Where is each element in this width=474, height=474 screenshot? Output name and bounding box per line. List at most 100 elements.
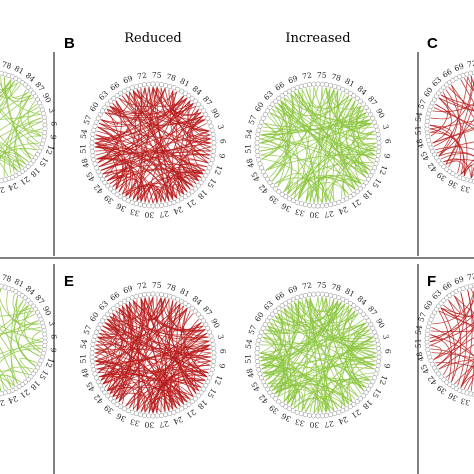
node (198, 104, 204, 110)
node (257, 333, 263, 339)
tick-label: 3 (216, 123, 226, 130)
node (93, 375, 99, 381)
connection-line (260, 305, 349, 362)
connection-line (321, 179, 362, 203)
tick-label: 72 (137, 71, 148, 81)
tick-label: 69 (122, 74, 134, 86)
tick-label: 3 (216, 333, 226, 340)
node (368, 173, 374, 178)
connection-line (460, 159, 474, 175)
connection-line (0, 110, 39, 147)
tick-label: 33 (459, 396, 471, 407)
tick-label: 66 (108, 290, 121, 303)
connection-line (287, 297, 311, 317)
node (254, 148, 260, 154)
node (254, 136, 260, 142)
node (102, 180, 108, 186)
node (298, 83, 304, 89)
node (255, 341, 261, 347)
connection-line (309, 322, 367, 413)
node (210, 363, 216, 369)
tick-label: 54 (244, 128, 254, 139)
connection-line (104, 105, 197, 119)
connection-line (277, 103, 367, 178)
connection-line (118, 301, 132, 403)
connection-line (0, 348, 42, 363)
connection-line (440, 307, 474, 329)
node (256, 157, 262, 163)
tick-label: 39 (267, 403, 280, 416)
connection-line (317, 296, 353, 403)
connection-line (429, 128, 466, 176)
connection-line (102, 305, 126, 385)
connection-line (6, 374, 15, 388)
node (159, 82, 164, 88)
node (351, 401, 357, 407)
circle-b-increased: 3691215182124273033363942454851545760636… (243, 70, 392, 219)
node (89, 144, 95, 150)
node (366, 176, 372, 182)
node (254, 354, 260, 360)
node (319, 203, 325, 209)
node (97, 112, 103, 117)
node (262, 112, 268, 117)
node (195, 101, 201, 107)
node (286, 406, 292, 412)
node (264, 176, 270, 182)
connection-line (94, 146, 123, 190)
connection-line (460, 364, 474, 388)
node (319, 413, 325, 419)
node (363, 390, 369, 396)
connection-line (432, 97, 452, 144)
node (133, 201, 139, 207)
node (374, 157, 380, 163)
connection-line (443, 295, 461, 315)
connection-line (104, 322, 207, 378)
connection-line (107, 384, 135, 410)
connection-line (0, 80, 15, 101)
node (167, 411, 173, 417)
node (142, 412, 147, 418)
connection-line (325, 188, 335, 203)
node (90, 341, 96, 347)
connection-line (460, 374, 474, 388)
tick-label: 33 (129, 417, 141, 428)
tick-label: 54 (79, 338, 89, 349)
node (279, 303, 285, 309)
tick-label: 63 (262, 89, 275, 102)
node (283, 90, 289, 96)
connection-line (433, 337, 474, 360)
node (286, 298, 292, 304)
connection-line (144, 87, 170, 201)
connection-line (0, 84, 21, 108)
connection-line (259, 356, 356, 400)
node (307, 292, 312, 298)
tick-label: 15 (37, 368, 50, 381)
node (201, 318, 207, 324)
node (257, 371, 263, 377)
node (97, 173, 103, 178)
node (294, 295, 300, 301)
node (129, 85, 135, 91)
node (283, 194, 289, 200)
connection-line (171, 377, 206, 410)
node (175, 296, 181, 302)
node (376, 350, 382, 356)
node (95, 325, 101, 331)
node (137, 412, 143, 418)
connection-line (429, 314, 474, 339)
node (211, 358, 217, 364)
tick-label: 30 (309, 420, 319, 429)
tick-label: 72 (137, 281, 148, 291)
connection-line (107, 298, 142, 391)
connection-line (99, 95, 185, 168)
connection-line (317, 88, 331, 204)
connection-line (118, 385, 177, 409)
connection-line (260, 319, 282, 362)
node (105, 311, 111, 317)
connection-line (100, 297, 162, 381)
connection-line (430, 103, 452, 120)
node (298, 201, 304, 207)
node (137, 82, 143, 88)
connection-line (109, 88, 166, 115)
